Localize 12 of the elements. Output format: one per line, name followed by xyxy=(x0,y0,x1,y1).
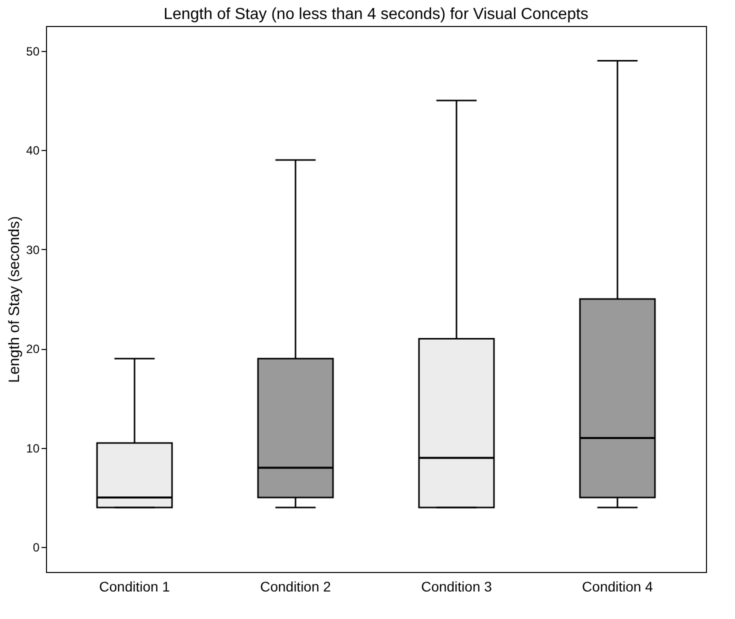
y-tick-label: 0 xyxy=(32,540,40,555)
x-tick-label: Condition 3 xyxy=(421,578,492,594)
chart-title: Length of Stay (no less than 4 seconds) for Visual Concepts xyxy=(164,6,588,23)
y-tick-label: 30 xyxy=(26,242,40,257)
y-tick-label: 40 xyxy=(26,144,40,158)
x-tick-label: Condition 1 xyxy=(99,578,170,594)
x-tick-label: Condition 4 xyxy=(582,578,654,594)
x-tick-label: Condition 2 xyxy=(260,578,332,594)
y-tick-label: 50 xyxy=(26,44,40,58)
y-tick-label: 10 xyxy=(26,441,40,456)
y-axis-title: Length of Stay (seconds) xyxy=(6,216,24,383)
y-tick-label: 20 xyxy=(26,342,40,356)
